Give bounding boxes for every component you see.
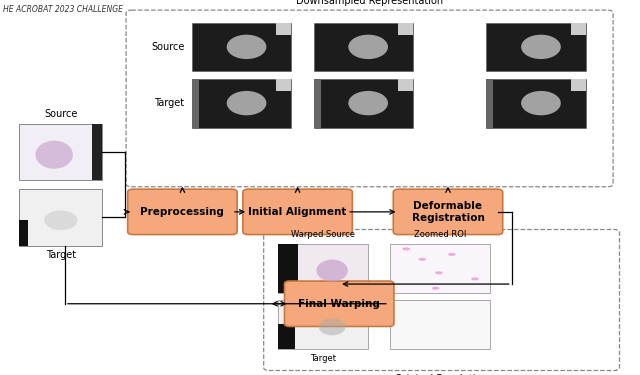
Text: Downsampled Representation: Downsampled Representation xyxy=(296,0,443,6)
Bar xyxy=(390,244,490,292)
FancyBboxPatch shape xyxy=(243,189,352,235)
Ellipse shape xyxy=(465,271,473,274)
Bar xyxy=(278,244,298,292)
Ellipse shape xyxy=(35,141,73,169)
Ellipse shape xyxy=(44,210,77,230)
Bar xyxy=(192,22,291,71)
Bar xyxy=(19,124,102,180)
Ellipse shape xyxy=(348,35,388,59)
Text: Warped Source: Warped Source xyxy=(291,230,355,239)
Text: Deformable
Registration: Deformable Registration xyxy=(412,201,484,223)
Bar xyxy=(19,220,28,246)
FancyBboxPatch shape xyxy=(127,189,237,235)
Bar xyxy=(192,79,199,128)
Ellipse shape xyxy=(319,318,346,335)
Text: Final Warping: Final Warping xyxy=(298,299,380,309)
Bar xyxy=(571,79,586,91)
Bar xyxy=(276,22,291,35)
Ellipse shape xyxy=(521,35,561,59)
Bar xyxy=(571,22,586,35)
Text: Target: Target xyxy=(154,98,184,108)
FancyBboxPatch shape xyxy=(264,230,620,370)
Ellipse shape xyxy=(317,260,348,282)
Bar xyxy=(314,22,413,71)
Bar xyxy=(276,79,291,91)
Bar xyxy=(19,189,102,246)
Text: HE ACROBAT 2023 CHALLENGE: HE ACROBAT 2023 CHALLENGE xyxy=(3,4,123,13)
Text: Source: Source xyxy=(44,109,77,119)
Text: Preprocessing: Preprocessing xyxy=(140,207,225,217)
Bar xyxy=(192,79,291,128)
Ellipse shape xyxy=(227,35,266,59)
Ellipse shape xyxy=(348,91,388,116)
Text: Zoomed ROI: Zoomed ROI xyxy=(414,230,466,239)
Bar xyxy=(486,22,586,71)
Ellipse shape xyxy=(435,271,443,274)
Bar xyxy=(278,300,368,349)
Bar xyxy=(278,324,294,349)
Bar xyxy=(486,79,586,128)
FancyBboxPatch shape xyxy=(126,10,613,187)
Ellipse shape xyxy=(435,262,442,265)
Bar xyxy=(314,79,413,128)
Bar xyxy=(314,79,321,128)
Bar xyxy=(486,79,493,128)
Bar xyxy=(92,124,102,180)
Text: Source: Source xyxy=(151,42,184,52)
Text: Initial Alignment: Initial Alignment xyxy=(248,207,347,217)
Bar xyxy=(398,22,413,35)
Text: Original Resolution: Original Resolution xyxy=(396,374,488,375)
Bar xyxy=(390,300,490,349)
Text: Target: Target xyxy=(45,250,76,260)
Ellipse shape xyxy=(227,91,266,116)
Bar xyxy=(278,244,368,292)
Ellipse shape xyxy=(446,256,454,259)
FancyBboxPatch shape xyxy=(285,281,394,326)
Text: Target: Target xyxy=(310,354,336,363)
Ellipse shape xyxy=(419,287,426,290)
Bar xyxy=(398,79,413,91)
Ellipse shape xyxy=(521,91,561,116)
FancyBboxPatch shape xyxy=(393,189,502,235)
Ellipse shape xyxy=(439,258,447,261)
